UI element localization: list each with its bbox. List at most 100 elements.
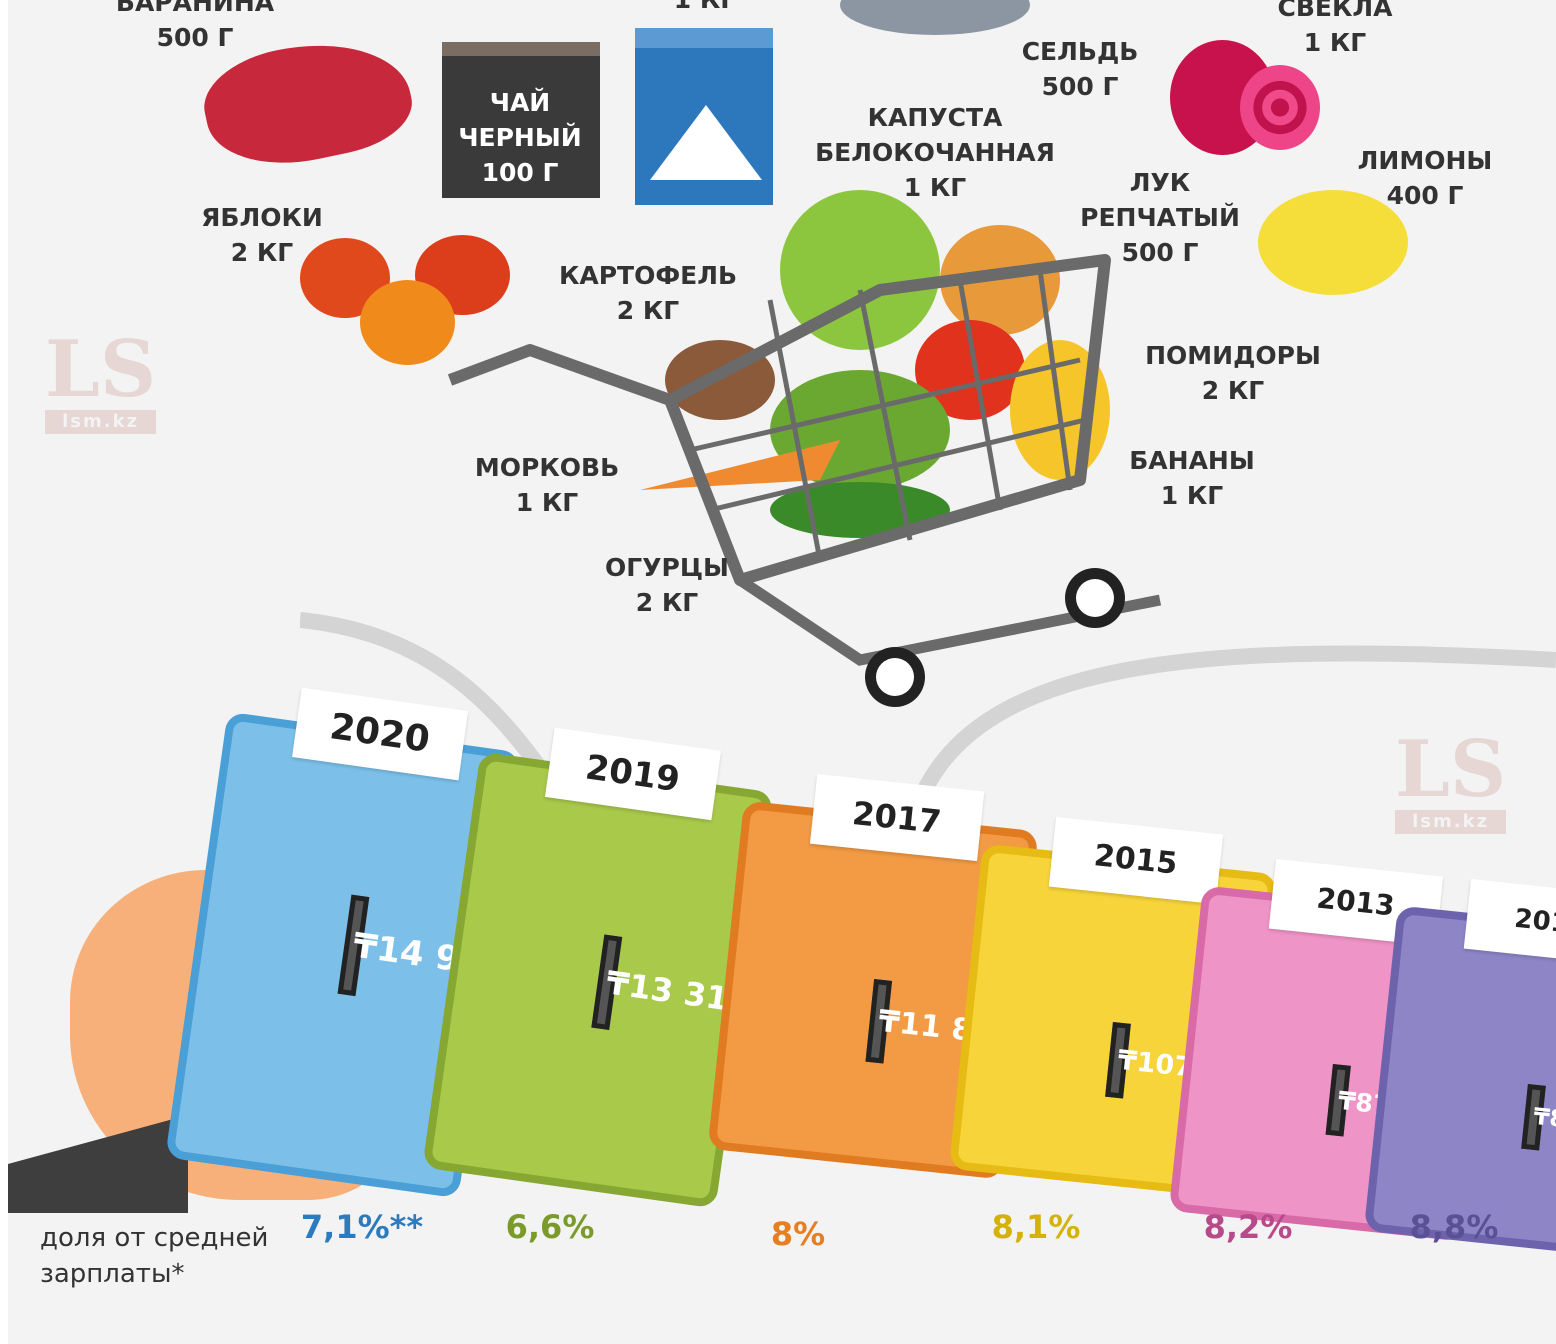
key <box>1527 1149 1530 1168</box>
function-keys <box>1091 1202 1110 1230</box>
key <box>596 1028 600 1047</box>
product-label-line: 500 Г <box>156 23 234 52</box>
key <box>866 1114 868 1133</box>
product-label-line: СЕЛЬДЬ <box>1021 37 1139 66</box>
sleeve-image <box>8 1115 188 1213</box>
product-label-cucumbers: ОГУРЦЫ 2 КГ <box>605 550 729 620</box>
price-display: ₸14 936 <box>337 894 509 996</box>
receipt-year: 2011 <box>1463 878 1556 967</box>
key <box>324 1070 327 1089</box>
price-display: ₸8072 <box>1521 1083 1556 1151</box>
key <box>1511 1226 1514 1245</box>
key <box>868 1088 871 1107</box>
watermark-logo: LS lsm.kz <box>1395 724 1507 834</box>
key <box>1113 1150 1116 1168</box>
product-label-line: 1 КГ <box>1303 28 1367 57</box>
product-label-line: 1 КГ <box>903 173 967 202</box>
product-label-line: 1 КГ <box>515 488 579 517</box>
product-label-line: 2 КГ <box>1201 376 1265 405</box>
salary-share-2017: 8% <box>770 1215 826 1253</box>
function-keys <box>1507 1254 1527 1282</box>
product-label-line: ЧЕРНЫЙ <box>458 123 582 152</box>
key <box>855 1139 858 1158</box>
key <box>871 1062 874 1081</box>
tea-box-image <box>442 42 600 198</box>
key <box>1524 1175 1527 1194</box>
key <box>1323 1212 1326 1231</box>
key <box>863 1062 866 1080</box>
key <box>580 1133 585 1160</box>
key <box>1327 1241 1331 1268</box>
key <box>874 1115 876 1134</box>
product-label-line: ПОМИДОРЫ <box>1145 341 1321 370</box>
price-display: ₸10748 <box>1105 1021 1232 1099</box>
product-label-line: ЯБЛОКИ <box>201 203 323 232</box>
key <box>1328 1161 1331 1180</box>
salary-share-2011: 8,8% <box>1409 1208 1499 1246</box>
key <box>859 1168 863 1195</box>
function-keys <box>851 1167 871 1196</box>
product-label-line: СВЕКЛА <box>1277 0 1393 22</box>
key <box>1331 1135 1334 1154</box>
footnote-line: доля от средней <box>40 1223 269 1253</box>
key <box>1513 1200 1516 1219</box>
product-label-line: 2 КГ <box>635 588 699 617</box>
key <box>601 1055 604 1074</box>
key <box>343 994 346 1013</box>
product-label-line: ЛУК <box>1129 168 1191 197</box>
key <box>589 1080 593 1099</box>
page-edge <box>0 0 8 1344</box>
function-keys <box>572 1132 593 1161</box>
key <box>1099 1202 1103 1229</box>
price-display: ₸13 319 <box>591 934 753 1031</box>
key <box>1103 1096 1106 1115</box>
product-label-lemons: ЛИМОНЫ 400 Г <box>1358 143 1493 213</box>
key <box>876 1089 879 1108</box>
product-label-apples: ЯБЛОКИ 2 КГ <box>201 200 323 270</box>
key <box>1116 1124 1119 1143</box>
key <box>1119 1098 1122 1117</box>
key <box>1507 1254 1511 1280</box>
beet-slice-image <box>1240 65 1320 150</box>
key <box>1100 1122 1103 1141</box>
key <box>1532 1176 1535 1195</box>
apples-image <box>360 280 455 365</box>
key <box>319 1098 323 1124</box>
key <box>577 1105 581 1123</box>
key <box>1527 1227 1529 1246</box>
function-keys <box>1311 1239 1331 1268</box>
product-label-bananas: БАНАНЫ 1 КГ <box>1129 443 1255 513</box>
key <box>327 1044 331 1063</box>
key <box>1108 1123 1111 1142</box>
salary-share-2020: 7,1%** <box>300 1208 424 1246</box>
key <box>871 1141 874 1160</box>
key <box>593 1107 597 1126</box>
key <box>1339 1136 1342 1154</box>
product-label-line: 2 КГ <box>616 296 680 325</box>
product-label-salt: 1 КГ <box>674 0 736 17</box>
shopping-cart-image <box>447 190 1162 707</box>
key <box>572 1132 577 1159</box>
product-label-line: БАРАНИНА <box>115 0 275 17</box>
product-label-onion: ЛУК РЕПЧАТЫЙ 500 Г <box>1080 165 1240 270</box>
key <box>588 1027 592 1046</box>
key <box>604 1030 608 1048</box>
key <box>1111 1097 1114 1116</box>
product-label-line: БАНАНЫ <box>1129 446 1255 475</box>
product-label-line: 500 Г <box>1121 238 1199 267</box>
key <box>1515 1254 1519 1281</box>
salt-mound-image <box>650 105 762 180</box>
key <box>879 1063 882 1082</box>
key <box>350 995 354 1014</box>
key <box>867 1169 871 1196</box>
product-label-line: 500 Г <box>1041 72 1119 101</box>
key <box>860 1087 863 1106</box>
key <box>335 1045 339 1064</box>
product-label-line: ЛИМОНЫ <box>1357 146 1493 175</box>
key <box>1107 1203 1110 1230</box>
key <box>1097 1148 1100 1167</box>
price-display: ₸8787 <box>1325 1063 1426 1137</box>
salary-share-2019: 6,6% <box>505 1208 595 1246</box>
key <box>1319 1240 1323 1267</box>
key <box>343 1046 347 1065</box>
